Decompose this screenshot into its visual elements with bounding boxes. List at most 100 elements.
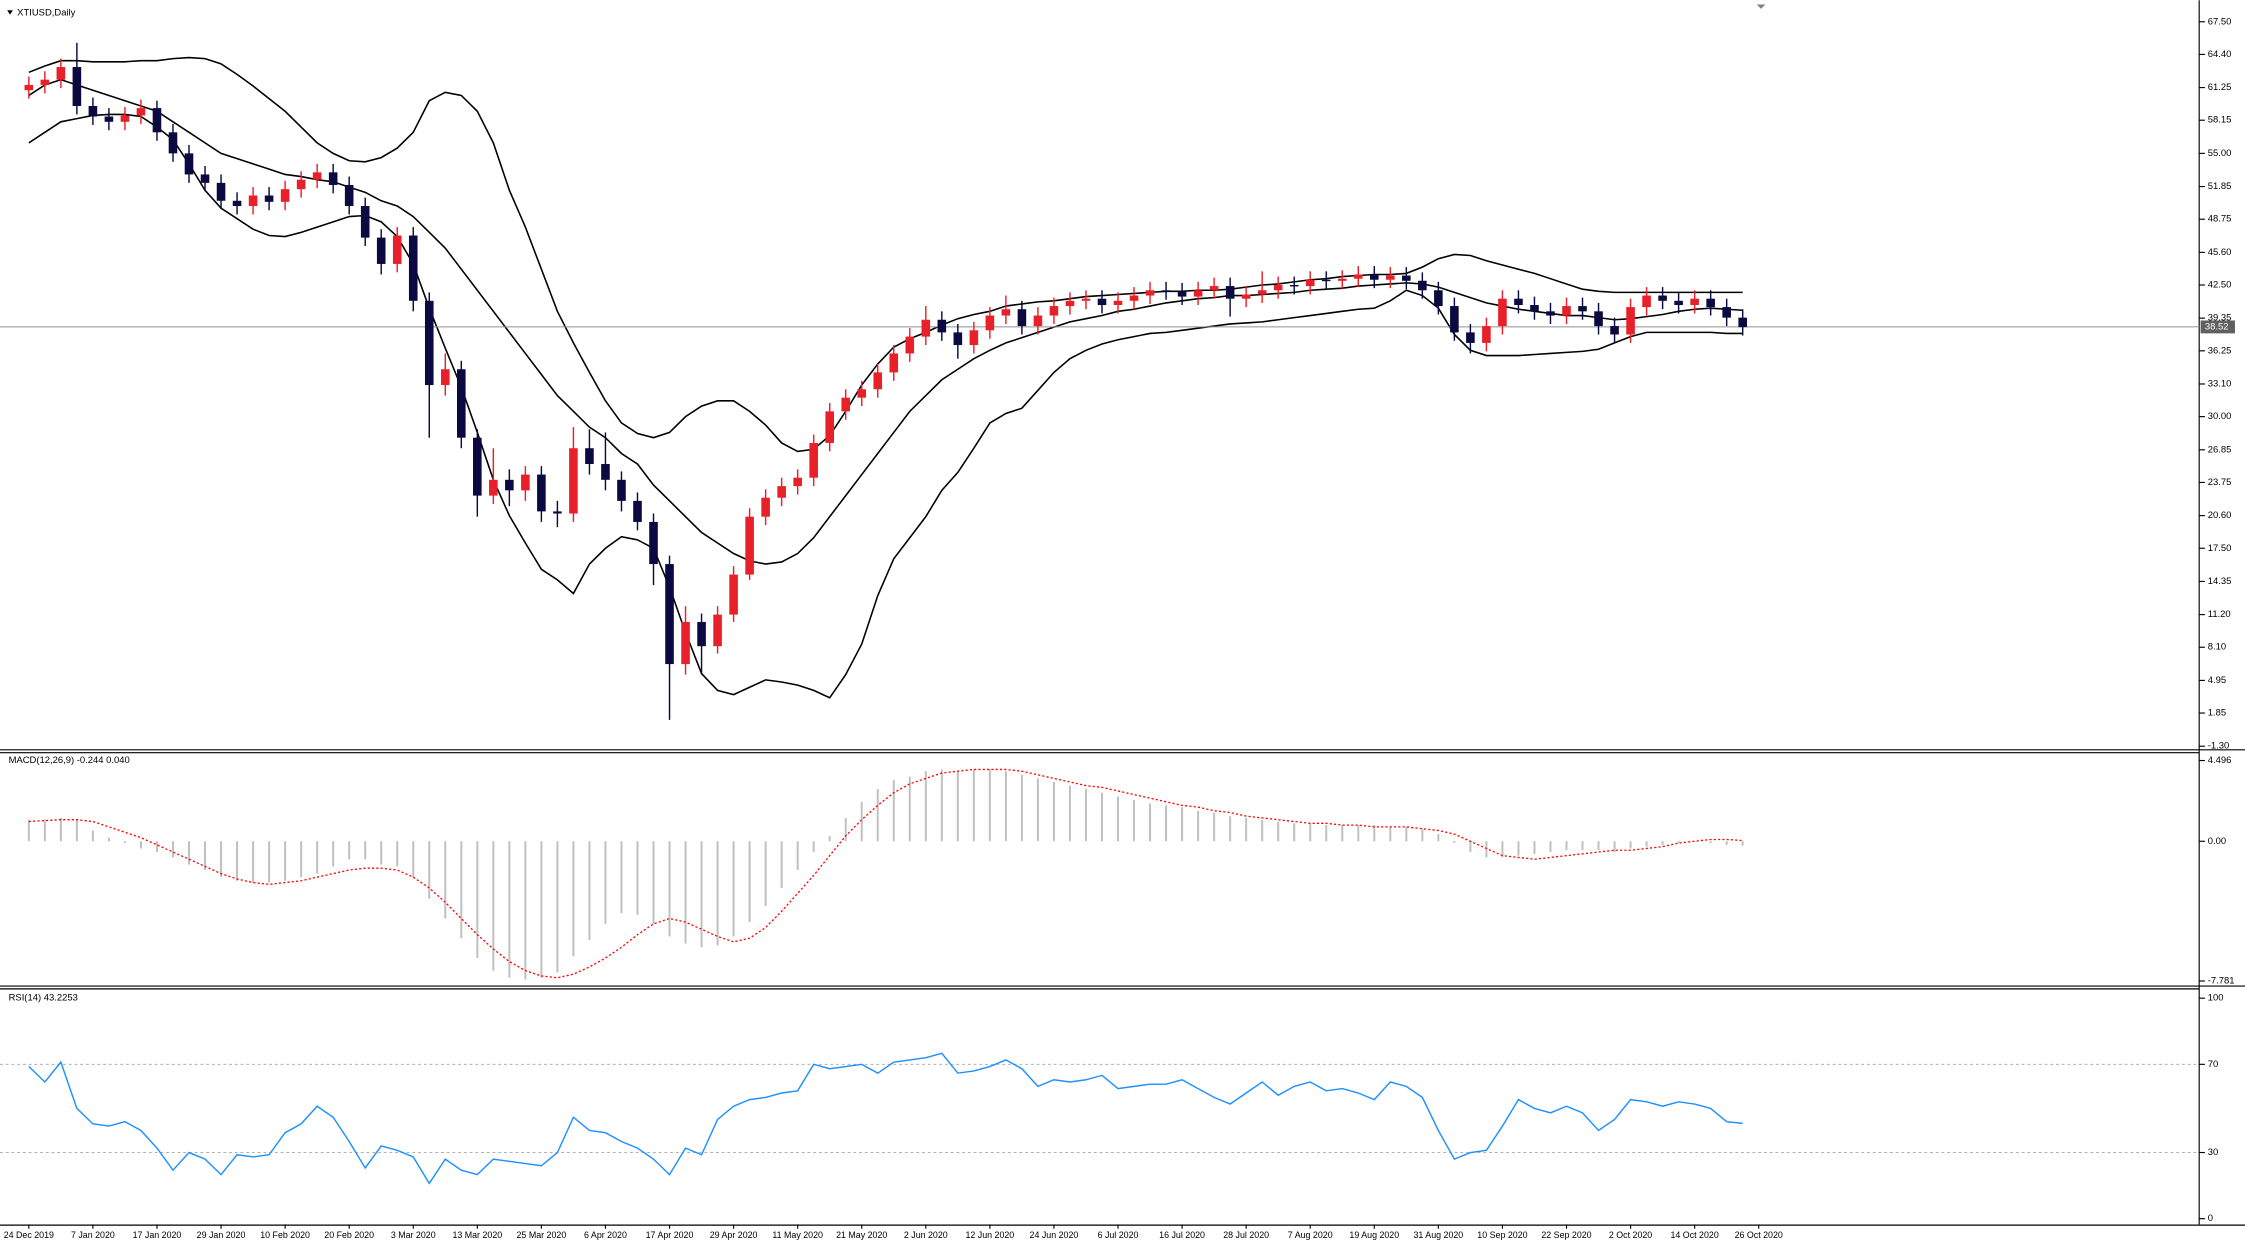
macd-bar: [75, 819, 78, 842]
candle-body: [1722, 307, 1731, 318]
macd-bar: [364, 841, 367, 860]
candle-body: [232, 200, 242, 207]
macd-bar: [204, 841, 207, 870]
candle-body: [521, 474, 530, 491]
macd-bar: [1725, 841, 1728, 845]
candle-body: [1690, 298, 1699, 306]
candle-body: [1498, 298, 1507, 327]
macd-bar: [1373, 825, 1376, 842]
macd-bar: [123, 841, 126, 844]
candle-body: [825, 411, 834, 443]
candle-body: [457, 369, 466, 438]
candle-body: [1562, 306, 1571, 316]
macd-bar: [284, 841, 287, 881]
candle-body: [905, 336, 915, 354]
x-tick-label: 2 Jun 2020: [904, 1230, 948, 1240]
x-tick-label: 31 Aug 2020: [1413, 1230, 1463, 1240]
macd-bar: [700, 841, 703, 948]
candle-body: [537, 474, 546, 512]
x-tick-label: 2 Oct 2020: [1609, 1230, 1652, 1240]
macd-bar: [1245, 817, 1248, 842]
candle-body: [1466, 332, 1475, 343]
candle-body: [889, 353, 899, 373]
macd-bar: [908, 776, 911, 842]
x-tick-label: 7 Aug 2020: [1288, 1230, 1333, 1240]
candle-body: [1514, 298, 1523, 306]
macd-bar: [476, 841, 479, 959]
x-tick-label: 11 May 2020: [772, 1230, 823, 1240]
candle-body: [601, 464, 610, 480]
candle-body: [1241, 294, 1251, 299]
candle-body: [440, 369, 450, 386]
macd-bar: [860, 801, 863, 842]
macd-bar: [27, 819, 30, 842]
candle-body: [1530, 305, 1539, 312]
y-tick-label: 48.75: [2208, 214, 2232, 225]
candle-body: [136, 108, 146, 116]
candle-body: [264, 195, 274, 202]
chart-title: XTIUSD,Daily: [17, 8, 75, 19]
x-tick-label: 26 Oct 2020: [1735, 1230, 1783, 1240]
candle-body: [1402, 275, 1411, 281]
macd-bar: [1613, 841, 1616, 853]
x-tick-label: 13 Mar 2020: [452, 1230, 502, 1240]
macd-bar: [828, 835, 831, 842]
menu-arrow[interactable]: [7, 10, 13, 15]
macd-bar: [924, 771, 927, 842]
candle-body: [216, 182, 226, 201]
macd-bar: [460, 841, 463, 939]
x-tick-label: 12 Jun 2020: [965, 1230, 1014, 1240]
y-tick-label: 23.75: [2208, 477, 2232, 488]
macd-bar: [1405, 826, 1408, 842]
macd-bar: [139, 841, 142, 849]
y-tick-label: 30: [2208, 1147, 2218, 1158]
y-tick-label: 1.85: [2208, 708, 2226, 719]
candle-body: [360, 206, 370, 238]
macd-bar: [1597, 841, 1600, 851]
candle-body: [953, 332, 963, 346]
candle-body: [344, 184, 354, 207]
y-tick-label: 39.35: [2208, 313, 2232, 324]
candle-body: [40, 79, 50, 85]
macd-bar: [59, 817, 62, 842]
y-tick-label: 64.40: [2208, 49, 2232, 60]
candle-body: [1305, 279, 1315, 287]
x-tick-label: 22 Sep 2020: [1541, 1230, 1591, 1240]
y-tick-label: 55.00: [2208, 148, 2232, 159]
candle-body: [1386, 275, 1395, 280]
macd-bar: [604, 841, 607, 924]
candle-body: [424, 300, 434, 386]
macd-bar: [988, 769, 991, 842]
candle-body: [24, 84, 34, 91]
macd-bar: [1084, 789, 1087, 842]
candle-body: [200, 174, 210, 183]
y-tick-label: 4.95: [2208, 675, 2226, 686]
macd-bar: [1709, 841, 1712, 844]
macd-bar: [1293, 823, 1296, 842]
macd-bar: [796, 841, 799, 870]
candle-body: [1353, 274, 1363, 279]
macd-bar: [1661, 841, 1664, 845]
macd-bar: [43, 819, 46, 842]
current-price-label: 38.52: [2205, 321, 2229, 332]
x-tick-label: 14 Oct 2020: [1670, 1230, 1718, 1240]
candle-body: [1289, 285, 1299, 287]
macd-bar: [940, 769, 943, 842]
candle-body: [569, 448, 578, 514]
macd-bar: [1052, 781, 1055, 842]
candle-body: [617, 479, 626, 501]
candle-body: [1706, 298, 1715, 308]
macd-bar: [1341, 825, 1344, 842]
macd-bar: [876, 789, 879, 842]
macd-bar: [892, 780, 895, 842]
macd-bar: [956, 771, 959, 842]
macd-bar: [300, 841, 303, 878]
macd-bar: [1229, 816, 1232, 842]
candle-body: [296, 179, 306, 190]
macd-bar: [380, 841, 383, 865]
macd-bar: [1437, 834, 1440, 842]
macd-bar: [1020, 774, 1023, 842]
candle-body: [152, 108, 162, 133]
macd-bar: [1197, 810, 1200, 842]
